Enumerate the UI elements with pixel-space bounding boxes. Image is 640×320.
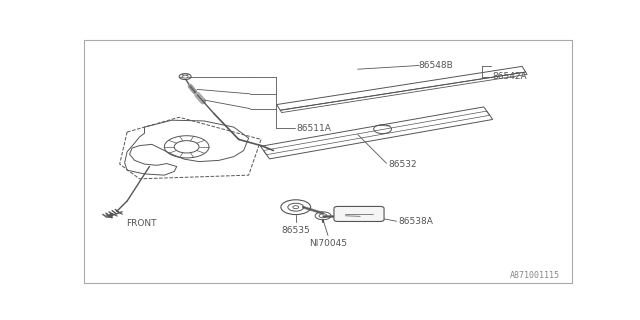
Text: 86511A: 86511A	[296, 124, 331, 133]
Text: A871001115: A871001115	[510, 271, 560, 280]
Text: 86538A: 86538A	[398, 218, 433, 227]
FancyBboxPatch shape	[334, 206, 384, 221]
Text: NI70045: NI70045	[309, 239, 347, 248]
Text: 86535: 86535	[282, 226, 310, 235]
Text: 86532: 86532	[388, 160, 417, 169]
Text: 86542A: 86542A	[492, 72, 527, 81]
Text: 86548B: 86548B	[419, 61, 454, 70]
Text: FRONT: FRONT	[125, 219, 156, 228]
